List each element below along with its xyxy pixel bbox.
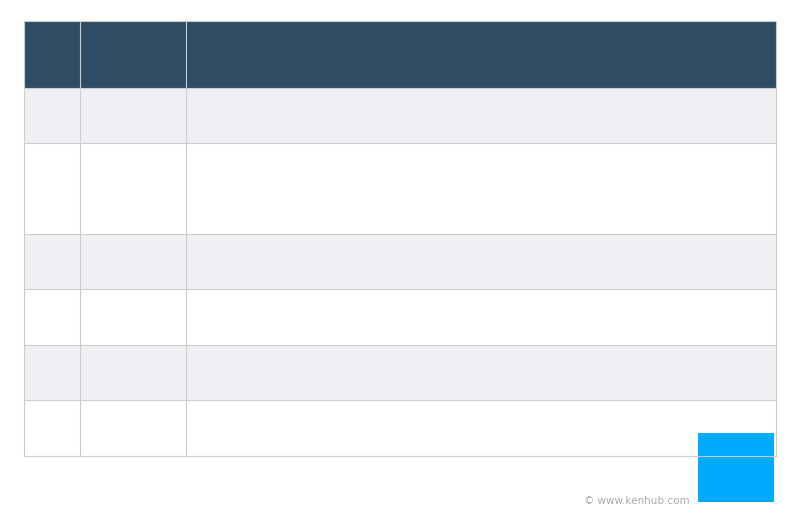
Text: Type: Type: [32, 47, 72, 62]
Text: B: B: [47, 182, 57, 196]
Text: 5: 5: [129, 366, 138, 380]
Text: 15: 15: [124, 182, 142, 196]
Text: Either right sectoral duct drains low into common hepatic duct: Either right sectoral duct drains low in…: [198, 255, 634, 269]
Text: 20: 20: [124, 255, 142, 269]
Text: Description: Description: [195, 47, 294, 62]
Text: > 2 ducts from either lobe forms the common hepatic duct: > 2 ducts from either lobe forms the com…: [198, 366, 608, 380]
Text: © www.kenhub.com: © www.kenhub.com: [584, 496, 690, 506]
Text: 55: 55: [124, 109, 142, 123]
Text: E: E: [48, 366, 57, 380]
Text: Normal Anatomy: Normal Anatomy: [198, 109, 315, 123]
Text: KEN
HUB: KEN HUB: [718, 450, 754, 485]
Text: 5: 5: [129, 310, 138, 324]
Text: C: C: [47, 255, 57, 269]
Text: D: D: [47, 310, 58, 324]
Text: F: F: [48, 421, 56, 435]
Text: Either right sectoral duct joins the left hepatic duct: Either right sectoral duct joins the lef…: [198, 310, 553, 324]
Text: Cystic duct receives right posterior sectoral duct: Cystic duct receives right posterior sec…: [198, 421, 536, 435]
Text: 5: 5: [129, 421, 138, 435]
Text: Absent hepatic duct
Common hepatic formed by right sectoral ducts and left hepat: Absent hepatic duct Common hepatic forme…: [198, 165, 680, 212]
Text: A: A: [47, 109, 57, 123]
Text: Population %: Population %: [90, 47, 203, 62]
